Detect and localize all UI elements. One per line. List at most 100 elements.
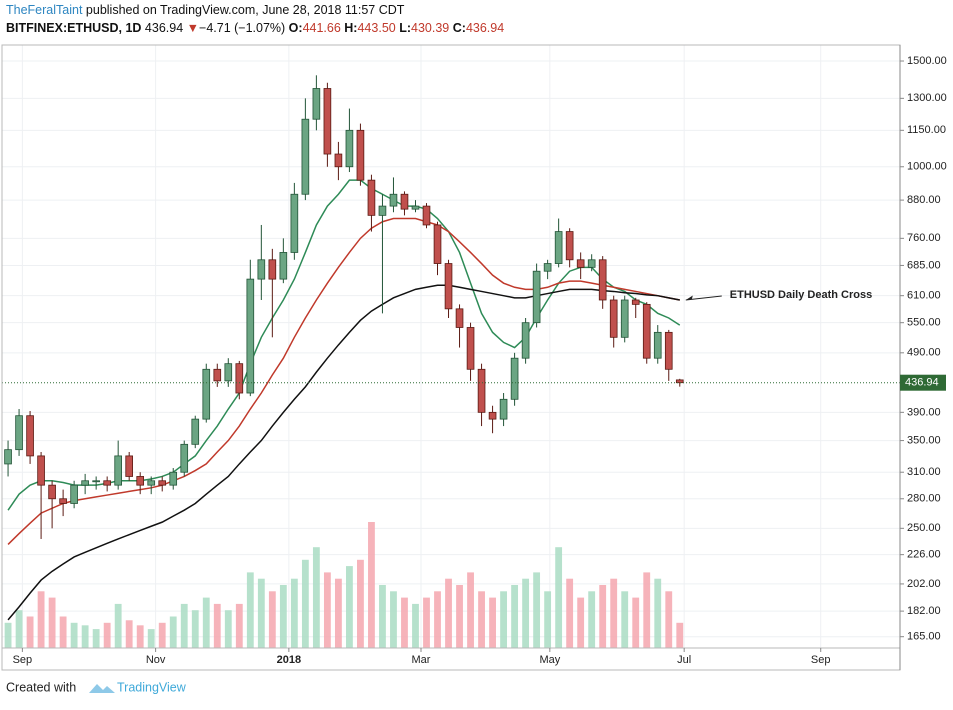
candle-body [565,231,574,261]
volume-bar [423,597,430,648]
volume-bar [610,578,618,648]
candle-body [642,303,651,359]
volume-bar [566,578,574,648]
y-tick-label: 226.00 [907,549,941,561]
volume-bar [654,578,662,648]
candle-body [59,498,67,504]
candle-body [411,205,420,210]
candle-body [444,263,453,310]
x-tick-label: Mar [412,654,431,666]
candle-body [81,480,89,486]
volume-bar [4,622,12,648]
candle-body [224,363,233,382]
candle-body [488,411,497,420]
volume-bar [599,585,607,648]
candle-body [213,368,222,382]
volume-bar [279,585,287,648]
header-line-2: BITFINEX:ETHUSD, 1D 436.94 ▼−4.71 (−1.07… [6,21,504,35]
candle-body [389,193,398,207]
volume-bar [632,597,640,648]
candle-body [26,415,34,457]
brand[interactable]: TradingView [117,680,187,694]
volume-bar [390,591,397,648]
y-tick-label: 202.00 [907,578,941,590]
volume-bar [92,629,100,648]
h-value: 443.50 [357,21,395,35]
volume-bar [125,620,133,648]
candle-body [70,484,78,504]
volume-bar [202,597,210,648]
candle-body [609,299,618,338]
volume-bar [588,591,596,648]
y-tick-label: 1000.00 [907,161,947,173]
plot: ETHUSD Daily Death Cross [2,45,900,648]
y-tick-label: 1300.00 [907,92,947,104]
o-value: 441.66 [303,21,341,35]
c-value: 436.94 [466,21,504,35]
volume-bar [301,559,309,648]
volume-bar [368,522,375,648]
volume-bar [401,597,408,648]
volume-bar [412,603,419,648]
candle-body [191,418,200,445]
volume-bar [676,622,684,648]
moving-average [7,284,680,621]
volume-bar [15,610,23,648]
x-tick-label: Sep [13,654,33,666]
volume-bar [445,578,452,648]
last-price-label: 436.94 [905,377,939,389]
volume-bar [213,603,221,648]
candle-body [15,415,23,451]
candle-body [554,231,563,264]
candle-body [158,480,167,486]
x-tick-label: May [539,654,560,666]
candle-body [532,270,541,324]
y-tick-label: 1500.00 [907,55,947,67]
volume-bar [136,625,144,648]
candle-body [202,368,211,420]
volume-bar [81,625,89,648]
volume-bar [103,622,111,648]
candle-body [466,327,475,370]
moving-average [7,217,680,545]
candle-body [48,484,56,500]
y-tick-label: 1150.00 [907,124,946,136]
volume-bar [478,591,485,648]
volume-bar [224,610,232,648]
c-label: C: [453,21,466,35]
y-tick-label: 280.00 [907,493,941,505]
change: −4.71 (−1.07%) [199,21,285,35]
volume-bar [323,572,331,648]
price: 436.94 [145,21,183,35]
volume-bar [70,622,78,648]
l-label: L: [399,21,411,35]
candle-body [290,193,299,253]
candle-body [510,357,519,400]
o-label: O: [289,21,303,35]
candle-body [543,263,552,272]
author[interactable]: TheFeralTaint [6,3,83,17]
volume-bar [555,547,563,648]
candle-body [257,259,266,280]
x-tick-label: 2018 [277,654,301,666]
candle-body [4,449,12,465]
y-tick-label: 610.00 [907,290,941,302]
x-tick-label: Nov [146,654,166,666]
y-tick-label: 350.00 [907,434,941,446]
volume-bar [357,559,364,648]
y-tick-label: 490.00 [907,347,941,359]
candle-body [125,455,133,477]
candle-body [356,129,365,181]
l-value: 430.39 [411,21,449,35]
volume-bar [191,610,199,648]
volume-bar [147,629,155,648]
volume-bar [533,572,541,648]
annotation-arrowhead [685,295,693,300]
volume-bar [456,585,463,648]
volume-bar [665,591,673,648]
y-tick-label: 760.00 [907,232,941,244]
volume-bar [434,591,441,648]
created-with: Created with [6,680,76,694]
candle-body [675,379,684,384]
